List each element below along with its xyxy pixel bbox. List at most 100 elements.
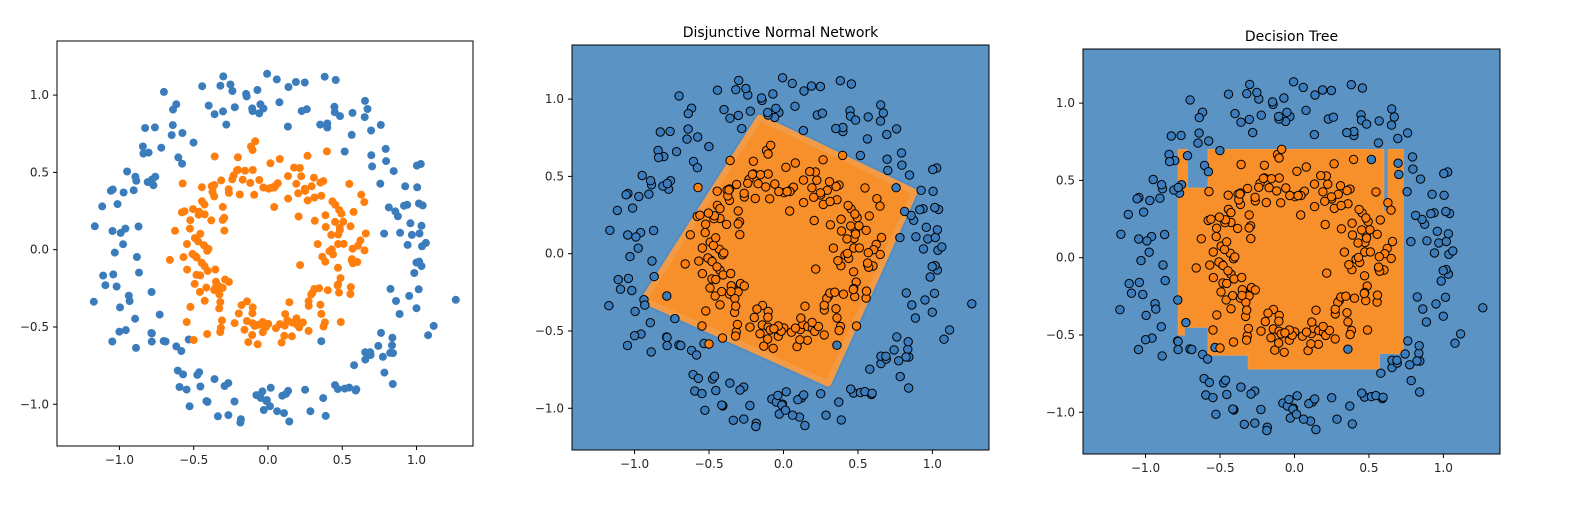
point-class-0 xyxy=(862,134,873,144)
point-class-0 xyxy=(380,368,389,377)
point-class-0 xyxy=(380,229,389,238)
point-class-1 xyxy=(1372,290,1383,300)
point-class-1 xyxy=(1230,252,1240,262)
point-class-0 xyxy=(321,411,330,420)
point-class-1 xyxy=(208,187,217,196)
point-class-0 xyxy=(1220,375,1231,385)
point-class-0 xyxy=(692,163,703,173)
point-class-1 xyxy=(1215,343,1225,353)
point-class-0 xyxy=(350,361,359,370)
point-class-0 xyxy=(222,120,231,129)
point-class-1 xyxy=(1357,225,1367,235)
point-class-0 xyxy=(850,115,861,125)
point-class-0 xyxy=(1203,167,1214,177)
point-class-0 xyxy=(1332,414,1342,424)
point-class-0 xyxy=(429,321,438,330)
point-class-1 xyxy=(197,258,206,267)
point-class-1 xyxy=(1250,285,1261,295)
point-class-0 xyxy=(1393,158,1403,168)
point-class-0 xyxy=(937,242,947,252)
point-class-0 xyxy=(910,313,921,323)
point-class-0 xyxy=(1405,360,1415,370)
point-class-1 xyxy=(189,336,198,344)
x-tick-label: 0.0 xyxy=(258,453,277,467)
point-class-0 xyxy=(896,148,907,158)
point-class-0 xyxy=(756,93,767,103)
point-class-0 xyxy=(1429,248,1440,258)
point-class-1 xyxy=(292,179,301,188)
point-class-1 xyxy=(1320,219,1330,230)
point-class-0 xyxy=(711,385,721,396)
y-tick-label: 1.0 xyxy=(30,88,49,102)
point-class-0 xyxy=(421,238,430,247)
point-class-1 xyxy=(718,270,728,280)
point-class-1 xyxy=(1326,192,1337,202)
point-class-0 xyxy=(1357,83,1368,93)
point-class-1 xyxy=(1342,185,1352,196)
point-class-0 xyxy=(386,348,395,357)
point-class-0 xyxy=(1136,255,1146,266)
point-class-1 xyxy=(711,233,721,243)
point-class-1 xyxy=(297,172,306,181)
point-class-1 xyxy=(765,194,775,204)
point-class-0 xyxy=(147,337,156,346)
point-class-0 xyxy=(1357,388,1367,398)
point-class-1 xyxy=(316,178,325,187)
point-class-1 xyxy=(1375,215,1386,225)
point-class-0 xyxy=(1374,116,1384,126)
point-class-0 xyxy=(883,165,893,176)
point-class-1 xyxy=(1191,263,1201,273)
point-class-0 xyxy=(627,203,638,213)
point-class-0 xyxy=(113,200,122,209)
point-class-1 xyxy=(1341,291,1351,301)
point-class-0 xyxy=(734,75,744,86)
point-class-0 xyxy=(647,256,657,266)
point-class-0 xyxy=(901,352,911,362)
point-class-1 xyxy=(763,149,773,159)
point-class-0 xyxy=(911,232,921,242)
point-class-0 xyxy=(1176,130,1186,141)
point-class-0 xyxy=(719,104,729,115)
point-class-1 xyxy=(287,332,296,341)
point-class-0 xyxy=(361,96,369,105)
x-tick-label: −1.0 xyxy=(620,457,649,471)
point-class-0 xyxy=(119,240,128,249)
point-class-1 xyxy=(248,303,257,312)
point-class-1 xyxy=(697,243,707,253)
point-class-0 xyxy=(1160,275,1170,286)
point-class-0 xyxy=(414,285,423,294)
y-tick-label: −0.5 xyxy=(20,320,49,334)
point-class-0 xyxy=(741,83,751,94)
point-class-0 xyxy=(1215,145,1225,156)
point-class-0 xyxy=(927,261,937,272)
x-tick-label: −0.5 xyxy=(179,453,208,467)
x-tick-label: 0.5 xyxy=(333,453,352,467)
point-class-1 xyxy=(837,150,848,161)
point-class-1 xyxy=(294,212,303,221)
point-class-0 xyxy=(417,221,426,230)
point-class-0 xyxy=(1443,229,1454,239)
point-class-1 xyxy=(831,181,841,192)
point-class-1 xyxy=(732,319,743,330)
point-class-1 xyxy=(710,291,720,301)
point-class-0 xyxy=(272,75,281,84)
point-class-1 xyxy=(281,310,290,319)
point-class-1 xyxy=(1205,260,1215,270)
point-class-1 xyxy=(294,189,303,198)
point-class-0 xyxy=(1422,236,1432,246)
point-class-1 xyxy=(1339,247,1350,257)
point-class-1 xyxy=(1274,316,1284,326)
point-class-1 xyxy=(1258,173,1269,184)
point-class-0 xyxy=(266,383,275,392)
point-class-0 xyxy=(712,85,723,95)
point-class-0 xyxy=(125,297,134,306)
point-class-0 xyxy=(108,337,117,346)
point-class-1 xyxy=(739,281,749,291)
point-class-0 xyxy=(1211,409,1221,419)
point-class-1 xyxy=(711,274,721,285)
point-class-1 xyxy=(1323,179,1333,189)
point-class-0 xyxy=(806,81,817,91)
y-tick-label: 1.0 xyxy=(545,92,564,106)
point-class-1 xyxy=(240,325,249,334)
point-class-0 xyxy=(1155,193,1165,203)
